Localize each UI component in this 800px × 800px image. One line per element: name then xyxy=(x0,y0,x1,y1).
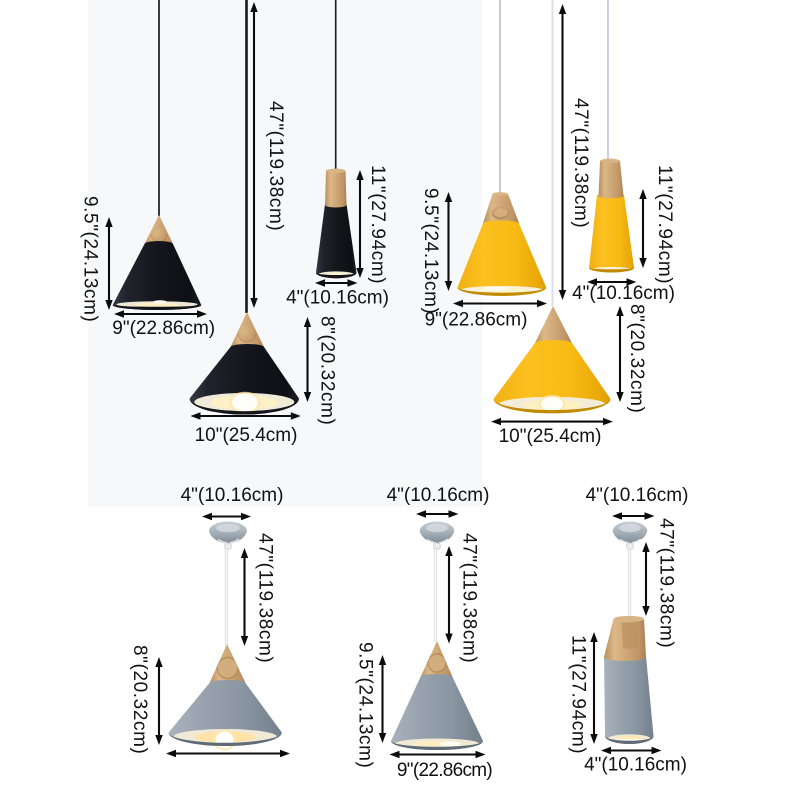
svg-text:9"(22.86cm): 9"(22.86cm) xyxy=(112,318,215,339)
svg-text:11"(27.94cm): 11"(27.94cm) xyxy=(568,635,589,754)
svg-text:4"(10.16cm): 4"(10.16cm) xyxy=(584,755,687,776)
svg-text:8"(20.32cm): 8"(20.32cm) xyxy=(129,645,150,754)
svg-text:8"(20.32cm): 8"(20.32cm) xyxy=(626,304,647,413)
svg-text:4"(10.16cm): 4"(10.16cm) xyxy=(387,485,490,506)
svg-text:9.5"(24.13cm): 9.5"(24.13cm) xyxy=(420,188,441,315)
svg-text:11"(27.94cm): 11"(27.94cm) xyxy=(654,165,675,284)
svg-text:10"(25.4cm): 10"(25.4cm) xyxy=(195,425,298,446)
svg-text:9"(22.86cm): 9"(22.86cm) xyxy=(397,760,493,781)
svg-text:47"(119.38cm): 47"(119.38cm) xyxy=(265,101,286,231)
svg-text:4"(10.16cm): 4"(10.16cm) xyxy=(586,485,689,506)
svg-text:47"(119.38cm): 47"(119.38cm) xyxy=(255,533,276,663)
svg-text:9.5"(24.13cm): 9.5"(24.13cm) xyxy=(80,196,101,323)
svg-text:4"(10.16cm): 4"(10.16cm) xyxy=(286,288,389,309)
svg-text:8"(20.32cm): 8"(20.32cm) xyxy=(317,316,338,425)
svg-text:9.5"(24.13cm): 9.5"(24.13cm) xyxy=(355,642,376,769)
svg-text:4"(10.16cm): 4"(10.16cm) xyxy=(572,283,675,304)
svg-text:10"(25.4cm): 10"(25.4cm) xyxy=(499,426,602,447)
svg-text:9"(22.86cm): 9"(22.86cm) xyxy=(425,310,528,331)
svg-text:11"(27.94cm): 11"(27.94cm) xyxy=(367,165,388,284)
svg-text:47"(119.38cm): 47"(119.38cm) xyxy=(459,533,480,663)
svg-text:4"(10.16cm): 4"(10.16cm) xyxy=(181,485,284,506)
svg-text:47"(119.38cm): 47"(119.38cm) xyxy=(656,518,677,648)
svg-text:47"(119.38cm): 47"(119.38cm) xyxy=(570,98,591,228)
